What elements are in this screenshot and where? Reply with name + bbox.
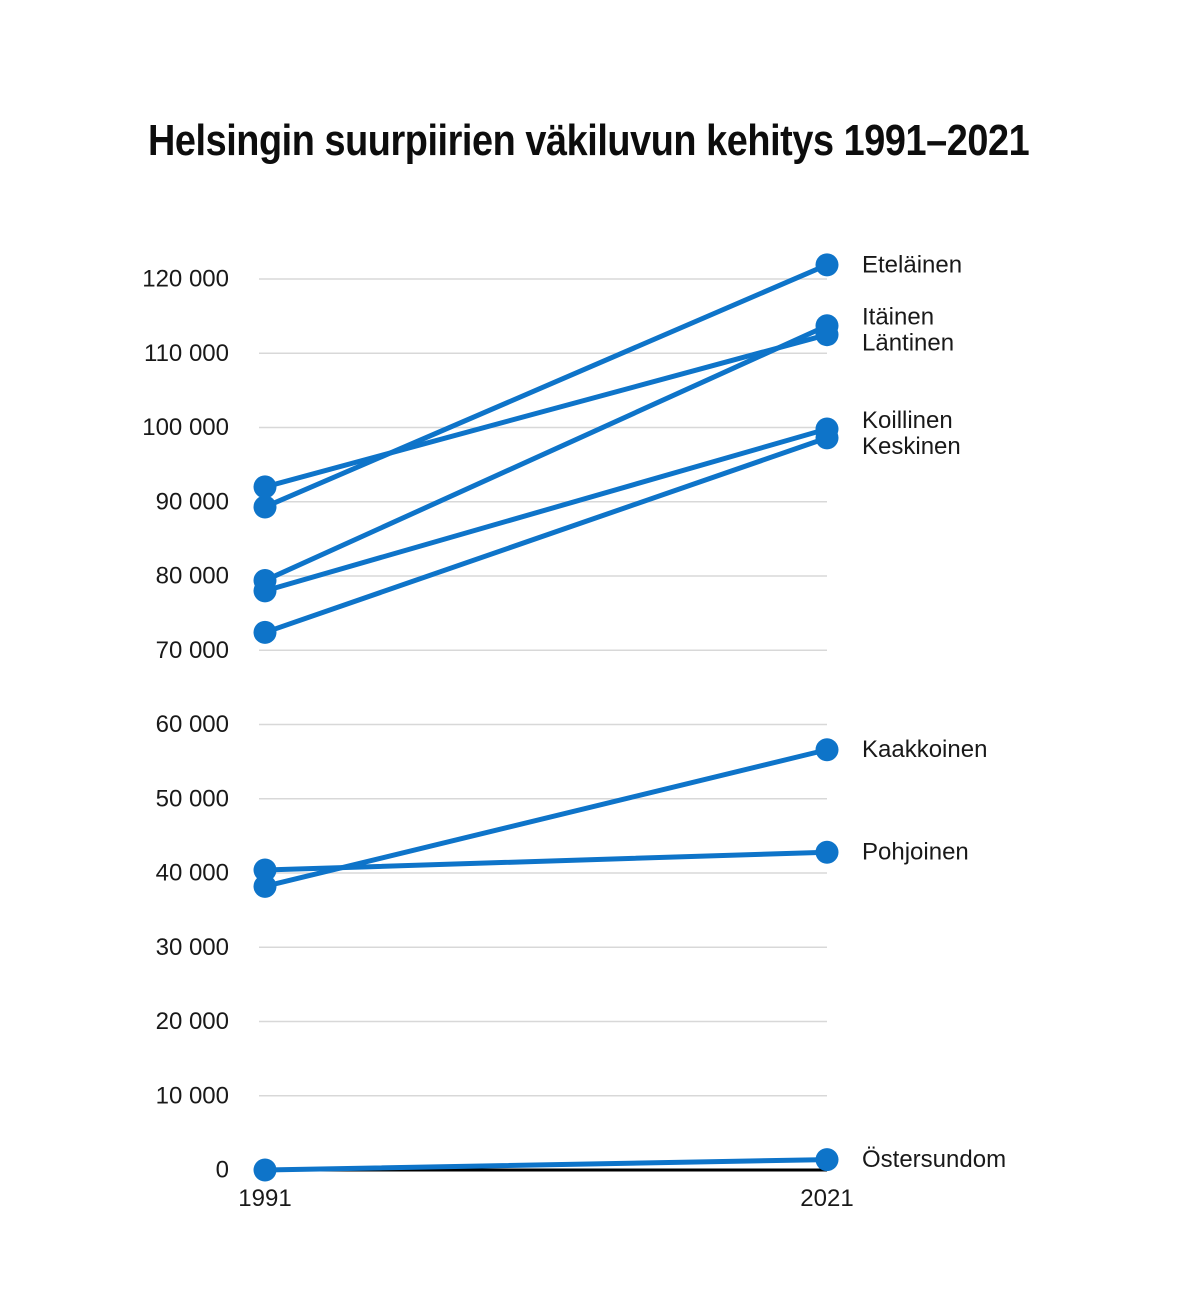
series-line-läntinen [262,332,830,490]
y-tick-label: 90 000 [156,488,229,515]
series-line-östersundom [262,1157,830,1173]
data-point-keskinen-start [253,620,277,644]
y-tick-label: 70 000 [156,637,229,664]
y-tick-label: 80 000 [156,563,229,590]
y-tick-label: 40 000 [156,860,229,887]
data-point-pohjoinen-start [253,858,277,882]
y-tick-label: 50 000 [156,785,229,812]
y-tick-label: 30 000 [156,934,229,961]
data-point-pohjoinen-end [815,840,839,864]
x-tick-label: 1991 [238,1185,291,1212]
series-line-koillinen [262,426,830,594]
y-tick-label: 20 000 [156,1008,229,1035]
data-point-keskinen-end [815,426,839,450]
data-point-kaakkoinen-end [815,738,839,762]
series-line-itäinen [262,323,830,583]
data-point-östersundom-end [815,1148,839,1172]
series-label-pohjoinen: Pohjoinen [862,839,969,866]
y-tick-label: 60 000 [156,711,229,738]
series-line-eteläinen [262,262,830,510]
data-point-kaakkoinen-start [253,874,277,898]
chart-title: Helsingin suurpiirien väkiluvun kehitys … [148,116,1030,165]
y-tick-label: 0 [216,1157,229,1184]
data-point-läntinen-start [253,475,277,499]
series-label-läntinen: Läntinen [862,330,954,357]
data-point-koillinen-start [253,579,277,603]
data-point-östersundom-start [253,1158,277,1182]
series-label-koillinen: Koillinen [862,407,953,434]
data-point-eteläinen-end [815,253,839,277]
data-point-läntinen-end [815,323,839,347]
data-point-eteläinen-start [253,495,277,519]
x-tick-label: 2021 [800,1185,853,1212]
y-tick-label: 110 000 [144,340,229,367]
series-line-keskinen [262,435,830,635]
y-tick-label: 100 000 [142,414,229,441]
series-label-kaakkoinen: Kaakkoinen [862,736,987,763]
y-tick-label: 120 000 [142,266,229,293]
series-label-östersundom: Östersundom [862,1146,1006,1173]
series-label-itäinen: Itäinen [862,304,934,331]
series-label-keskinen: Keskinen [862,433,961,460]
y-tick-label: 10 000 [156,1082,229,1109]
series-line-kaakkoinen [262,747,830,889]
series-line-pohjoinen [262,849,830,873]
series-label-eteläinen: Eteläinen [862,251,962,278]
